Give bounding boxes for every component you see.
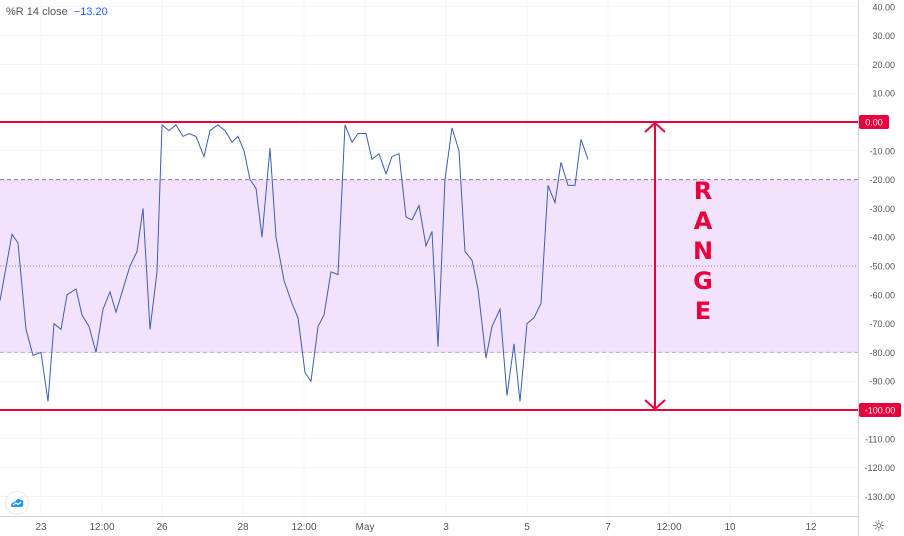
range-label-letter: R bbox=[694, 177, 712, 205]
x-tick-label: 10 bbox=[724, 522, 736, 533]
x-tick-label: 12:00 bbox=[291, 522, 316, 533]
x-tick-label: 12 bbox=[805, 522, 817, 533]
range-label-letter: E bbox=[695, 297, 711, 325]
y-tick-label: -20.00 bbox=[869, 175, 895, 185]
y-axis[interactable]: 40.00 30.00 20.00 10.00 0.00 -10.00 -20.00 -30.… bbox=[853, 0, 901, 536]
x-tick-label: 28 bbox=[237, 522, 249, 533]
range-label-letter: A bbox=[694, 207, 713, 235]
y-tick-label: -50.00 bbox=[869, 262, 895, 272]
legend-value: −13.20 bbox=[73, 6, 108, 18]
indicator-legend[interactable]: %R 14 close −13.20 bbox=[6, 6, 108, 18]
williams-r-line[interactable] bbox=[0, 123, 589, 402]
y-tick-label: -30.00 bbox=[869, 204, 895, 214]
y-tick-label: 20.00 bbox=[872, 60, 895, 70]
y-tick-label: -60.00 bbox=[869, 290, 895, 300]
y-tick-label: -70.00 bbox=[869, 319, 895, 329]
y-tick-label: -40.00 bbox=[869, 233, 895, 243]
y-price-marker bbox=[859, 115, 889, 129]
overbought-oversold-band bbox=[0, 179, 858, 353]
y-tick-label: 30.00 bbox=[872, 31, 895, 41]
x-tick-label: 3 bbox=[443, 522, 449, 533]
x-tick-label: 7 bbox=[605, 522, 611, 533]
x-tick-label: 12:00 bbox=[656, 522, 681, 533]
legend-label: %R 14 close bbox=[6, 6, 68, 18]
y-tick-label: 10.00 bbox=[872, 89, 895, 99]
y-tick-label: -120.00 bbox=[864, 463, 895, 473]
x-axis[interactable]: 23 12:00 26 28 12:00 May 3 5 7 12:00 10 12 bbox=[0, 516, 858, 534]
x-tick-label: 26 bbox=[156, 522, 168, 533]
y-tick-label: -80.00 bbox=[869, 348, 895, 358]
tradingview-logo-icon[interactable] bbox=[6, 492, 28, 514]
range-arrow-head-top bbox=[644, 121, 666, 133]
range-arrow-head-bottom bbox=[644, 399, 666, 411]
x-tick-label: 12:00 bbox=[89, 522, 114, 533]
y-tick-label: -90.00 bbox=[869, 377, 895, 387]
gear-icon[interactable]: ☼ bbox=[872, 517, 886, 535]
range-label-letter: G bbox=[693, 267, 713, 295]
y-tick-label: -110.00 bbox=[865, 434, 895, 444]
y-price-marker bbox=[859, 403, 901, 417]
series-layer bbox=[0, 123, 589, 402]
y-price-marker-label: 0.00 bbox=[865, 118, 883, 128]
x-tick-label: 23 bbox=[35, 522, 47, 533]
y-tick-label: -10.00 bbox=[869, 146, 895, 156]
x-tick-label: May bbox=[356, 522, 375, 533]
range-label-letter: N bbox=[693, 237, 713, 265]
x-tick-label: 5 bbox=[524, 522, 530, 533]
y-tick-label: 40.00 bbox=[872, 2, 895, 12]
y-tick-label: -130.00 bbox=[864, 492, 895, 502]
y-price-marker-label: -100.00 bbox=[865, 406, 896, 416]
